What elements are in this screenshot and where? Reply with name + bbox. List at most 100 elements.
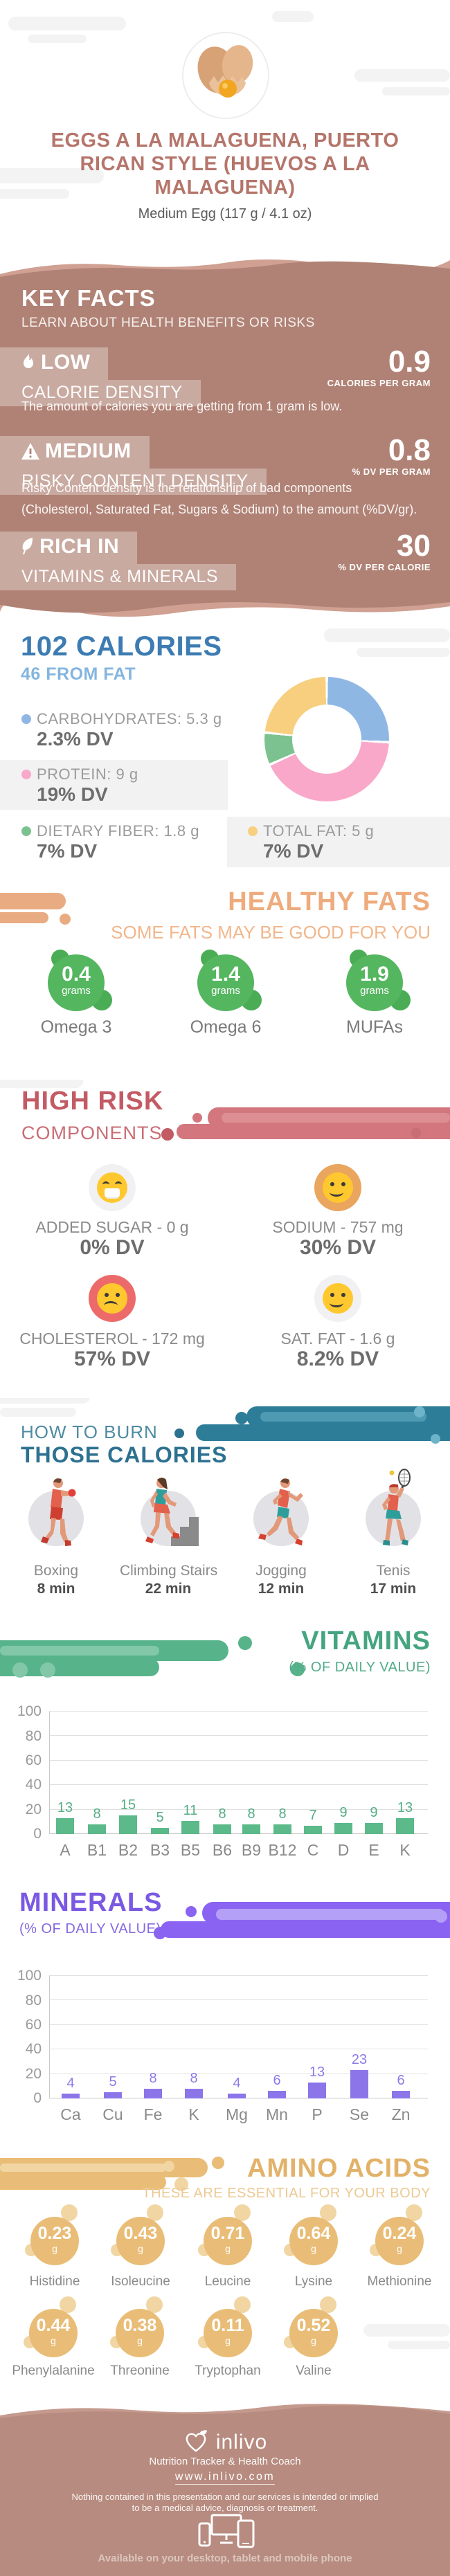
valine-blob: 0.52 g <box>289 2309 338 2357</box>
phenylalanine-blob: 0.44 g <box>29 2309 78 2357</box>
cloud-deco <box>363 2324 450 2337</box>
omega6-label: Omega 6 <box>190 1017 262 1037</box>
fact-rich-in: RICH IN VITAMINS & MINERALS <box>0 532 237 590</box>
cholesterol-face-circle <box>89 1275 136 1322</box>
legend-highlight-band <box>227 817 450 867</box>
fat-bullet-icon <box>248 826 258 836</box>
sodium-label: SODIUM - 757 mg <box>272 1218 404 1236</box>
fact-value: 0.9 CALORIES PER GRAM <box>327 346 431 389</box>
fact-name-box: VITAMINS & MINERALS <box>0 564 237 590</box>
brand-logo: inlivo <box>0 2429 450 2458</box>
threonine-label: Threonine <box>110 2364 170 2378</box>
website-link[interactable]: www.inlivo.com <box>174 2471 276 2485</box>
leucine-label: Leucine <box>204 2274 251 2289</box>
footer-tagline: Nutrition Tracker & Health Coach <box>149 2456 301 2467</box>
histidine-blob: 0.23 g <box>30 2217 79 2265</box>
key-facts-section: KEY FACTS LEARN ABOUT HEALTH BENEFITS OR… <box>0 277 450 595</box>
vitamins-section: VITAMINS (% OF DAILY VALUE) 13 8 15 5 11… <box>0 1606 450 1869</box>
amino-acids-section: AMINO ACIDS THESE ARE ESSENTIAL FOR YOUR… <box>0 2139 450 2402</box>
tennis-minutes: 17 min <box>370 1581 417 1597</box>
teal-blob-deco <box>414 1406 425 1417</box>
gold-blob-deco <box>174 2177 188 2191</box>
footer-disclaimer: Nothing contained in this presentation a… <box>71 2492 379 2513</box>
smile-face-icon <box>323 1283 353 1314</box>
key-facts-subtitle: LEARN ABOUT HEALTH BENEFITS OR RISKS <box>21 316 315 330</box>
carb-dv: 2.3% DV <box>37 728 114 750</box>
sodium-face-circle <box>314 1164 361 1211</box>
cloud-deco <box>0 168 104 183</box>
footer-section: inlivo Nutrition Tracker & Health Coach … <box>0 2422 450 2576</box>
omega3-label: Omega 3 <box>40 1017 112 1037</box>
jogging-minutes: 12 min <box>258 1581 305 1597</box>
minerals-subtitle: (% OF DAILY VALUE) <box>19 1921 161 1936</box>
vitamins-subtitle: (% OF DAILY VALUE) <box>289 1660 431 1675</box>
methionine-label: Methionine <box>367 2274 432 2289</box>
fiber-dv: 7% DV <box>37 840 98 862</box>
high-risk-subtitle: COMPONENTS <box>21 1123 163 1143</box>
food-photo-circle <box>183 33 268 118</box>
green-blob-deco <box>12 1662 28 1678</box>
cloud-deco <box>354 69 450 82</box>
fact-number: 30 <box>397 529 431 563</box>
jogging-icon <box>258 1476 306 1551</box>
mufas-label: MUFAs <box>346 1017 403 1037</box>
gold-blob-deco <box>0 2164 166 2172</box>
orange-blob-deco <box>0 893 66 909</box>
purple-blob-deco <box>186 1906 197 1917</box>
added-sugar-dv: 0% DV <box>80 1236 145 1259</box>
fact-value: 0.8 % DV PER GRAM <box>352 433 431 478</box>
fact-name-box: RISKY CONTENT DENSITY <box>0 469 267 495</box>
purple-blob-deco <box>161 1921 450 1938</box>
leucine-blob: 0.71 g <box>204 2217 252 2265</box>
vitamins-chart-plot: 13 8 15 5 11 8 8 8 7 9 9 13 <box>49 1711 428 1834</box>
heart-leaf-icon <box>183 2429 209 2458</box>
wave-graphic <box>0 259 450 277</box>
fact-description: Risky Content density is the relationshi… <box>21 481 417 516</box>
satfat-label: SAT. FAT - 1.6 g <box>280 1330 395 1348</box>
green-blob-deco <box>291 1662 305 1676</box>
tryptophan-blob: 0.11 g <box>204 2309 252 2357</box>
satfat-face-circle <box>314 1275 361 1322</box>
jogging-label: Jogging <box>255 1563 307 1579</box>
mufas-blob: 1.9 grams <box>346 954 403 1011</box>
satfat-dv: 8.2% DV <box>296 1348 379 1370</box>
serving-size: Medium Egg (117 g / 4.1 oz) <box>138 206 312 221</box>
climbing-stairs-label: Climbing Stairs <box>120 1563 218 1579</box>
donut-hole <box>292 705 361 774</box>
wave-divider <box>0 595 450 623</box>
carb-bullet-icon <box>21 714 31 724</box>
burn-title-line2: THOSE CALORIES <box>21 1442 228 1467</box>
cloud-deco <box>324 628 450 642</box>
boxing-label: Boxing <box>33 1563 79 1579</box>
amino-acids-title: AMINO ACIDS <box>246 2154 431 2183</box>
green-blob-deco <box>0 1646 159 1656</box>
rose-blob-deco <box>161 1128 174 1141</box>
vitamins-title: VITAMINS <box>301 1626 431 1656</box>
histidine-label: Histidine <box>29 2274 80 2289</box>
fact-description: The amount of calories you are getting f… <box>21 399 343 413</box>
smile-face-icon <box>323 1172 353 1203</box>
orange-blob-deco <box>0 912 48 923</box>
cloud-deco <box>8 17 126 30</box>
minerals-section: MINERALS (% OF DAILY VALUE) 4 5 8 8 4 6 … <box>0 1869 450 2139</box>
fact-unit: % DV PER GRAM <box>352 466 431 477</box>
purple-blob-deco <box>154 1927 166 1939</box>
fact-calorie-density: LOW CALORIE DENSITY <box>0 347 201 406</box>
cloud-deco <box>0 1080 83 1088</box>
teal-blob-deco <box>235 1412 248 1424</box>
high-risk-section: HIGH RISK COMPONENTS ADDED SUGAR - 0 g 0… <box>0 1080 450 1398</box>
warning-icon <box>21 442 39 465</box>
fact-number: 0.8 <box>388 433 431 467</box>
cloud-deco <box>382 87 450 96</box>
orange-blob-deco <box>60 914 71 925</box>
isoleucine-blob: 0.43 g <box>116 2217 165 2265</box>
tryptophan-label: Tryptophan <box>195 2364 261 2378</box>
legend-item-protein: PROTEIN: 9 g 19% DV <box>21 765 138 806</box>
egg-image <box>197 45 253 98</box>
lysine-label: Lysine <box>294 2274 333 2289</box>
fact-value: 30 % DV PER CALORIE <box>338 529 431 573</box>
purple-blob-deco <box>216 1909 444 1920</box>
fiber-bullet-icon <box>21 826 31 836</box>
flame-icon <box>21 353 35 377</box>
